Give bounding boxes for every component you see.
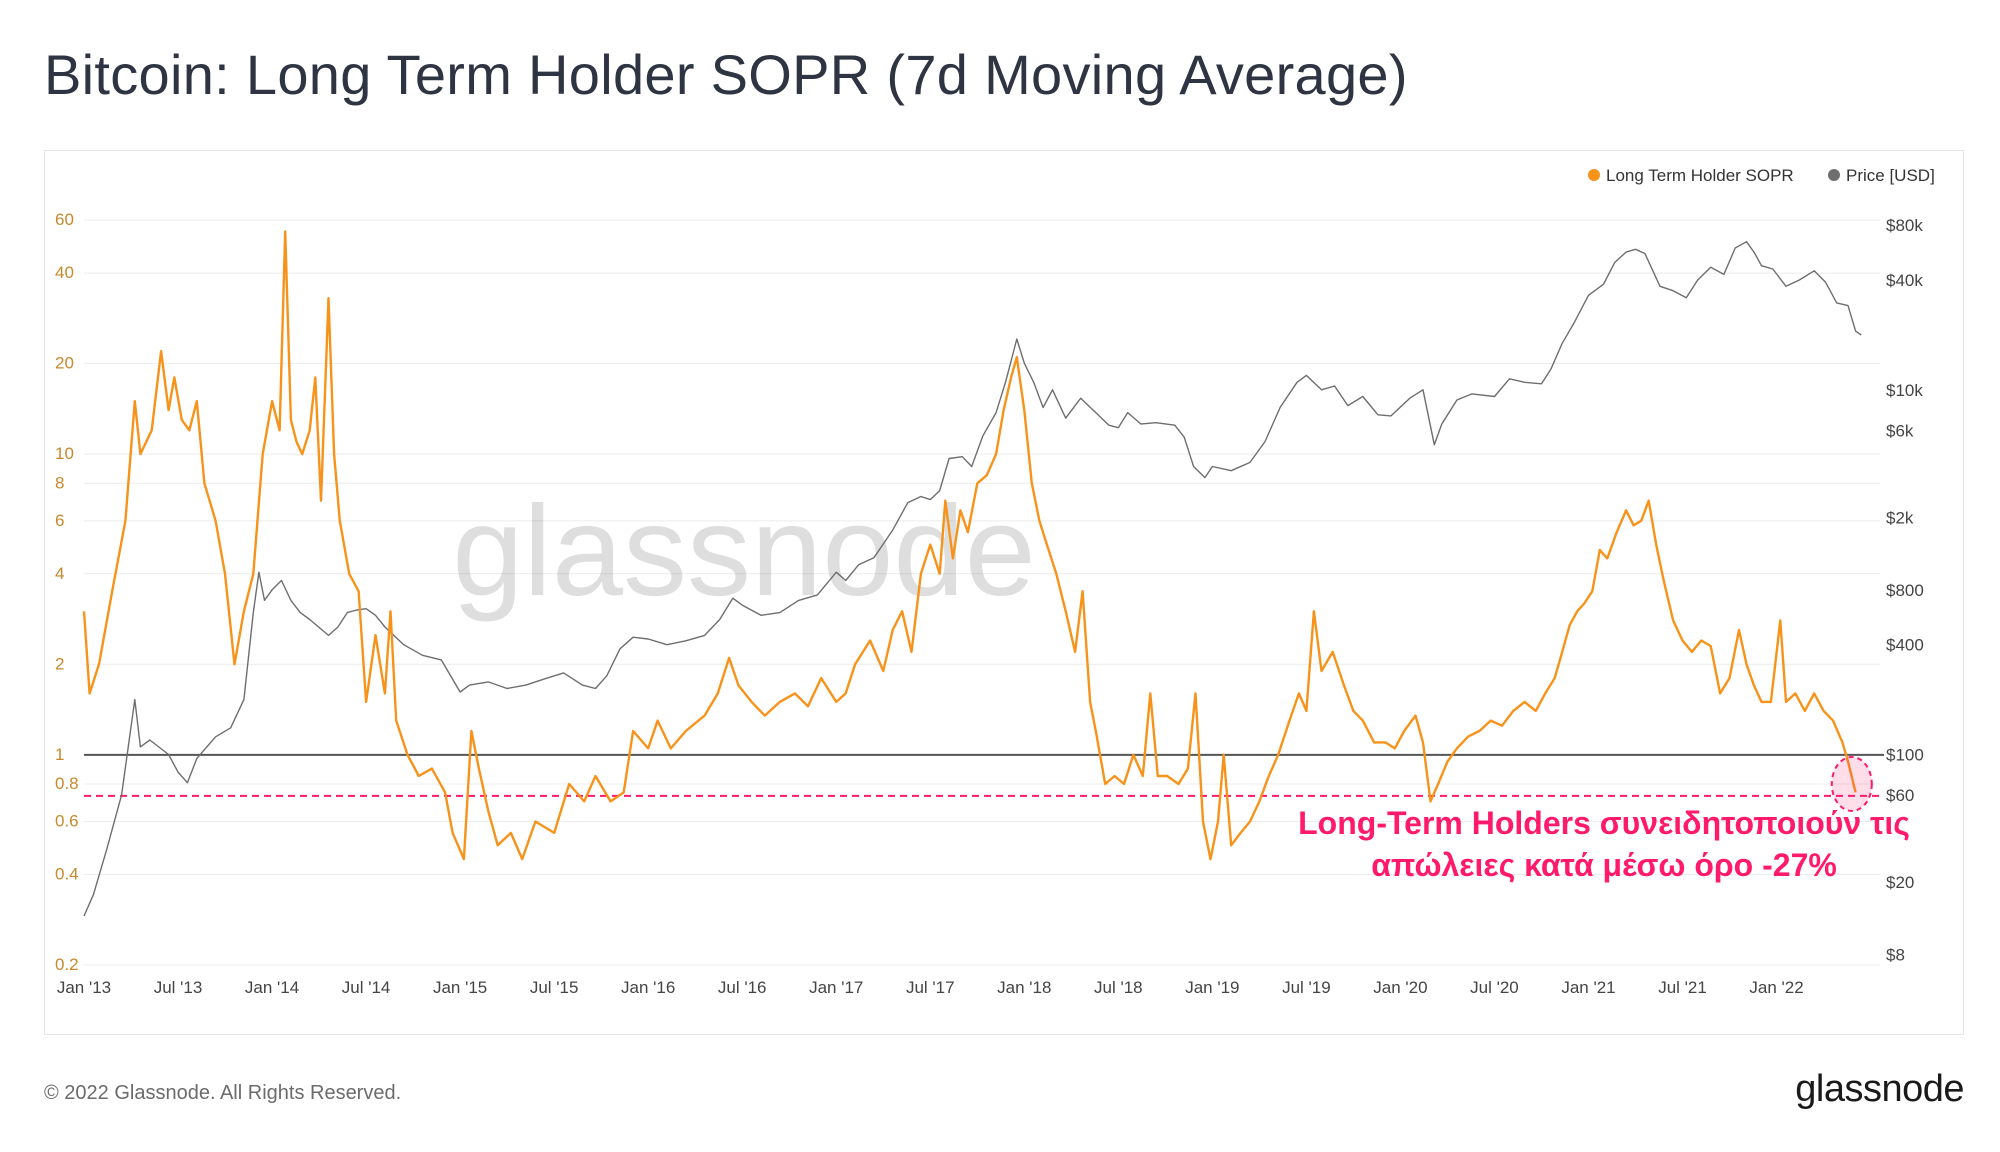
right-tick-label: $800 [1886,581,1924,600]
chart-frame [44,150,1964,1035]
left-tick-label: 0.2 [55,955,79,974]
page-title: Bitcoin: Long Term Holder SOPR (7d Movin… [44,43,1408,106]
left-tick-label: 4 [55,564,64,583]
legend[interactable]: Long Term Holder SOPR Price [USD] [1588,166,1935,185]
x-tick-label: Jul '13 [154,978,203,997]
x-tick-label: Jan '17 [809,978,863,997]
left-tick-label: 6 [55,511,64,530]
annotation-line: Long-Term Holders συνειδητοποιούν τις [1298,805,1910,841]
sopr-price-chart: glassnode 0.2 0.4 0.6 0.8 1 2 4 6 8 10 20 40 60 $8 $2… [55,166,1935,997]
x-tick-label: Jan '16 [621,978,675,997]
x-axis-ticks: Jan '13 Jul '13 Jan '14 Jul '14 Jan '15 Jul '… [57,978,1804,997]
x-tick-label: Jan '20 [1373,978,1427,997]
right-tick-label: $100 [1886,745,1924,764]
legend-marker[interactable] [1828,169,1840,181]
right-tick-label: $20 [1886,873,1914,892]
price-series-line [83,241,1862,917]
x-tick-label: Jan '13 [57,978,111,997]
annotation-line: απώλειες κατά μέσω όρο -27% [1371,847,1837,883]
series-lines [82,230,1873,917]
left-tick-label: 0.4 [55,864,79,883]
right-tick-label: $400 [1886,636,1924,655]
x-tick-label: Jul '18 [1094,978,1143,997]
legend-item-label[interactable]: Price [USD] [1846,166,1935,185]
x-tick-label: Jul '20 [1470,978,1519,997]
x-tick-label: Jan '18 [997,978,1051,997]
x-tick-label: Jan '14 [245,978,299,997]
right-tick-label: $40k [1886,271,1923,290]
left-tick-label: 8 [55,473,64,492]
left-tick-label: 40 [55,263,74,282]
reference-lines [84,753,1884,797]
x-tick-label: Jul '17 [906,978,955,997]
x-tick-label: Jul '19 [1282,978,1331,997]
x-tick-label: Jul '14 [342,978,391,997]
right-tick-label: $2k [1886,508,1914,527]
left-tick-label: 10 [55,444,74,463]
annotation: Long-Term Holders συνειδητοποιούν τις απώ… [1298,805,1910,883]
x-tick-label: Jan '15 [433,978,487,997]
left-tick-label: 0.8 [55,774,79,793]
left-tick-label: 60 [55,210,74,229]
sopr-series-line [82,230,1857,861]
watermark: glassnode [452,480,1036,623]
legend-marker[interactable] [1588,169,1600,181]
x-tick-label: Jul '15 [530,978,579,997]
left-tick-label: 0.6 [55,812,79,831]
left-tick-label: 2 [55,654,64,673]
x-tick-label: Jul '16 [718,978,767,997]
right-tick-label: $60 [1886,786,1914,805]
right-tick-label: $80k [1886,216,1923,235]
right-axis-ticks: $8 $20 $60 $100 $400 $800 $2k $6k $10k $40k $80k [1886,216,1924,964]
x-tick-label: Jan '21 [1561,978,1615,997]
glassnode-logo[interactable]: glassnode [1795,1068,1964,1110]
left-tick-label: 20 [55,354,74,373]
x-tick-label: Jan '22 [1749,978,1803,997]
capitulation-highlight [1830,755,1873,812]
copyright: © 2022 Glassnode. All Rights Reserved. [44,1082,402,1104]
right-tick-label: $6k [1886,421,1914,440]
x-tick-label: Jul '21 [1658,978,1707,997]
left-tick-label: 1 [55,745,64,764]
left-axis-ticks: 0.2 0.4 0.6 0.8 1 2 4 6 8 10 20 40 60 [55,210,79,974]
legend-item-label[interactable]: Long Term Holder SOPR [1606,166,1794,185]
right-tick-label: $8 [1886,945,1905,964]
right-tick-label: $10k [1886,381,1923,400]
x-tick-label: Jan '19 [1185,978,1239,997]
